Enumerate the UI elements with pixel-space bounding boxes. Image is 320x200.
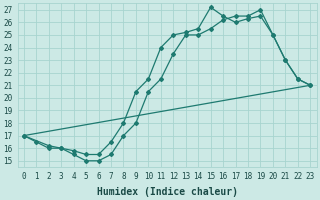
X-axis label: Humidex (Indice chaleur): Humidex (Indice chaleur) <box>97 186 237 197</box>
